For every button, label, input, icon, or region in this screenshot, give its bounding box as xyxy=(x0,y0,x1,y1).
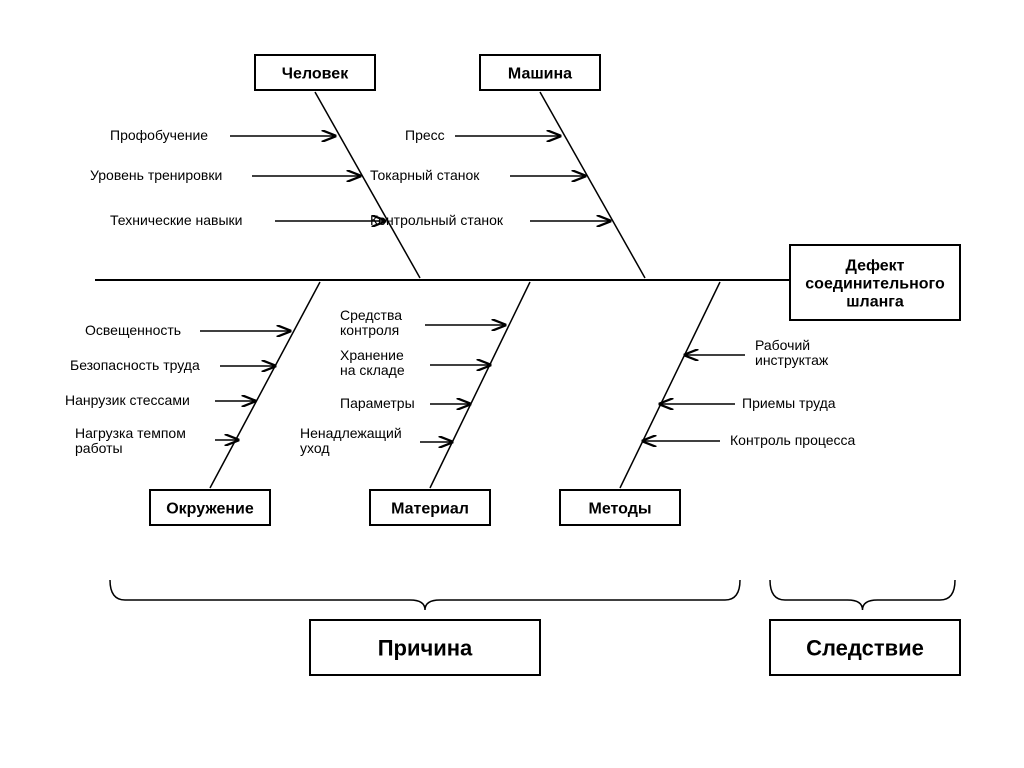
top-bone-0 xyxy=(315,92,420,278)
bottom-bone-1 xyxy=(430,282,530,488)
top-cause-0-1: Уровень тренировки xyxy=(90,167,222,183)
bottom-category-0-label: Окружение xyxy=(166,501,254,518)
top-category-0-label: Человек xyxy=(282,66,349,83)
bottom-cause-0-2: Нанрузик стессами xyxy=(65,392,190,408)
top-cause-0-2: Технические навыки xyxy=(110,212,242,228)
fishbone-diagram: ДефектсоединительногошлангаЧеловекПрофоб… xyxy=(0,0,1024,768)
summary-cause-label: Причина xyxy=(378,636,473,661)
bottom-cause-1-1: Хранениена складе xyxy=(340,347,405,378)
top-cause-1-0: Пресс xyxy=(405,127,445,143)
bottom-cause-0-0: Освещенность xyxy=(85,322,181,338)
bottom-cause-1-2: Параметры xyxy=(340,395,415,411)
brace-cause xyxy=(110,580,740,610)
brace-effect xyxy=(770,580,955,610)
bottom-category-1-label: Материал xyxy=(391,501,469,518)
bottom-cause-1-3: Ненадлежащийуход xyxy=(300,425,402,456)
top-cause-0-0: Профобучение xyxy=(110,127,208,143)
bottom-bone-0 xyxy=(210,282,320,488)
bottom-cause-0-1: Безопасность труда xyxy=(70,357,200,373)
bottom-cause-r-2-2: Контроль процесса xyxy=(730,432,856,448)
top-cause-1-1: Токарный станок xyxy=(370,167,480,183)
summary-effect-label: Следствие xyxy=(806,636,924,661)
top-category-1-label: Машина xyxy=(508,66,572,83)
bottom-cause-r-2-1: Приемы труда xyxy=(742,395,836,411)
bottom-category-2-label: Методы xyxy=(588,501,651,518)
top-bone-1 xyxy=(540,92,645,278)
bottom-cause-1-0: Средстваконтроля xyxy=(340,307,402,338)
bottom-cause-r-2-0: Рабочийинструктаж xyxy=(755,337,829,368)
bottom-bone-2 xyxy=(620,282,720,488)
bottom-cause-0-3: Нагрузка темпомработы xyxy=(75,425,186,456)
top-cause-1-2: Контрольный станок xyxy=(370,212,504,228)
